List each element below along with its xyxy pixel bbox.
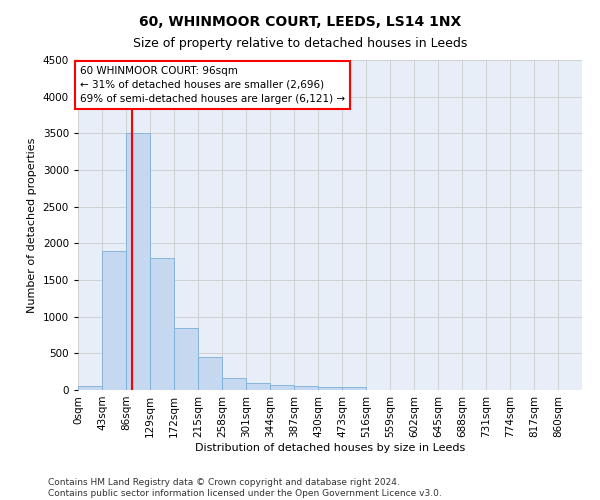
X-axis label: Distribution of detached houses by size in Leeds: Distribution of detached houses by size …	[195, 442, 465, 452]
Bar	[318, 386, 342, 390]
Bar	[102, 250, 126, 390]
Bar	[246, 382, 270, 390]
Bar	[198, 357, 222, 390]
Text: Size of property relative to detached houses in Leeds: Size of property relative to detached ho…	[133, 38, 467, 51]
Bar	[174, 328, 198, 390]
Bar	[342, 388, 366, 390]
Bar	[270, 385, 294, 390]
Bar	[294, 386, 318, 390]
Y-axis label: Number of detached properties: Number of detached properties	[27, 138, 37, 312]
Bar	[126, 134, 150, 390]
Text: 60 WHINMOOR COURT: 96sqm
← 31% of detached houses are smaller (2,696)
69% of sem: 60 WHINMOOR COURT: 96sqm ← 31% of detach…	[80, 66, 345, 104]
Bar	[150, 258, 174, 390]
Text: Contains HM Land Registry data © Crown copyright and database right 2024.
Contai: Contains HM Land Registry data © Crown c…	[48, 478, 442, 498]
Bar	[222, 378, 246, 390]
Text: 60, WHINMOOR COURT, LEEDS, LS14 1NX: 60, WHINMOOR COURT, LEEDS, LS14 1NX	[139, 15, 461, 29]
Bar	[78, 386, 102, 390]
